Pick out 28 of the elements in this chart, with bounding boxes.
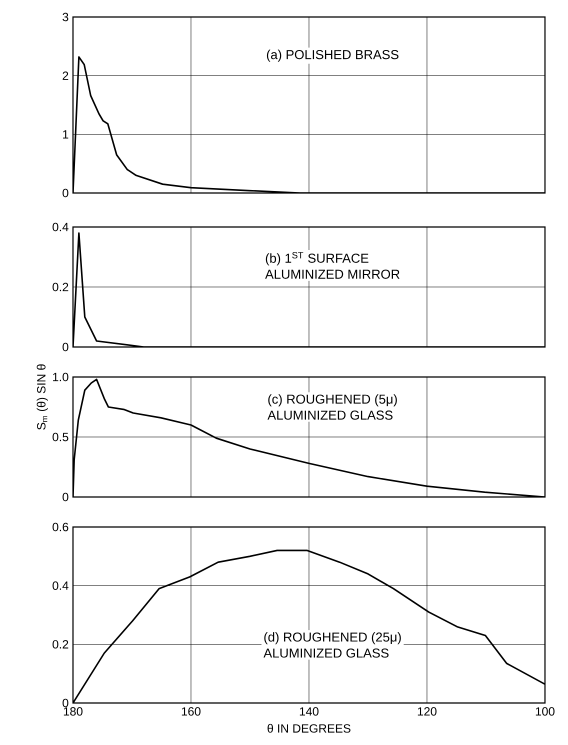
x-axis-title: θ IN DEGREES (268, 724, 350, 733)
y-tick-label: 0.5 (52, 432, 68, 442)
annotation: (a) POLISHED BRASS (266, 50, 398, 62)
annotation: ALUMINIZED GLASS (264, 648, 389, 658)
y-tick-label: 3 (62, 12, 68, 22)
y-tick-label: 0 (62, 342, 68, 352)
annotation: (d) ROUGHENED (25μ) (264, 632, 401, 644)
x-tick-label: 180 (64, 707, 83, 716)
annotation: ALUMINIZED MIRROR (265, 270, 400, 279)
x-tick-label: 100 (536, 707, 555, 716)
y-tick-label: 0 (62, 698, 68, 708)
y-tick-label: 1.0 (53, 372, 68, 382)
y-tick-label: 1 (63, 130, 68, 138)
y-tick-label: 0.6 (52, 522, 68, 532)
x-tick-label: 120 (418, 707, 437, 716)
y-tick-label: 0 (62, 188, 68, 198)
y-tick-label: 0 (62, 492, 68, 502)
y-tick-label: 2 (62, 71, 68, 80)
y-tick-label: 0.2 (52, 640, 68, 649)
y-tick-label: 0.4 (52, 581, 68, 590)
annotation: (b) 1$^{ST}$ SURFACE (266, 252, 368, 266)
y-axis-title: S$_{m}$ (θ) SIN θ (36, 364, 48, 430)
annotation: ALUMINIZED GLASS (267, 410, 393, 420)
annotation: (c) ROUGHENED (5μ) (268, 394, 397, 406)
x-tick-label: 140 (300, 707, 319, 716)
y-tick-label: 0.4 (52, 222, 68, 232)
x-tick-label: 160 (182, 707, 201, 716)
y-tick-label: 0.2 (52, 282, 68, 292)
